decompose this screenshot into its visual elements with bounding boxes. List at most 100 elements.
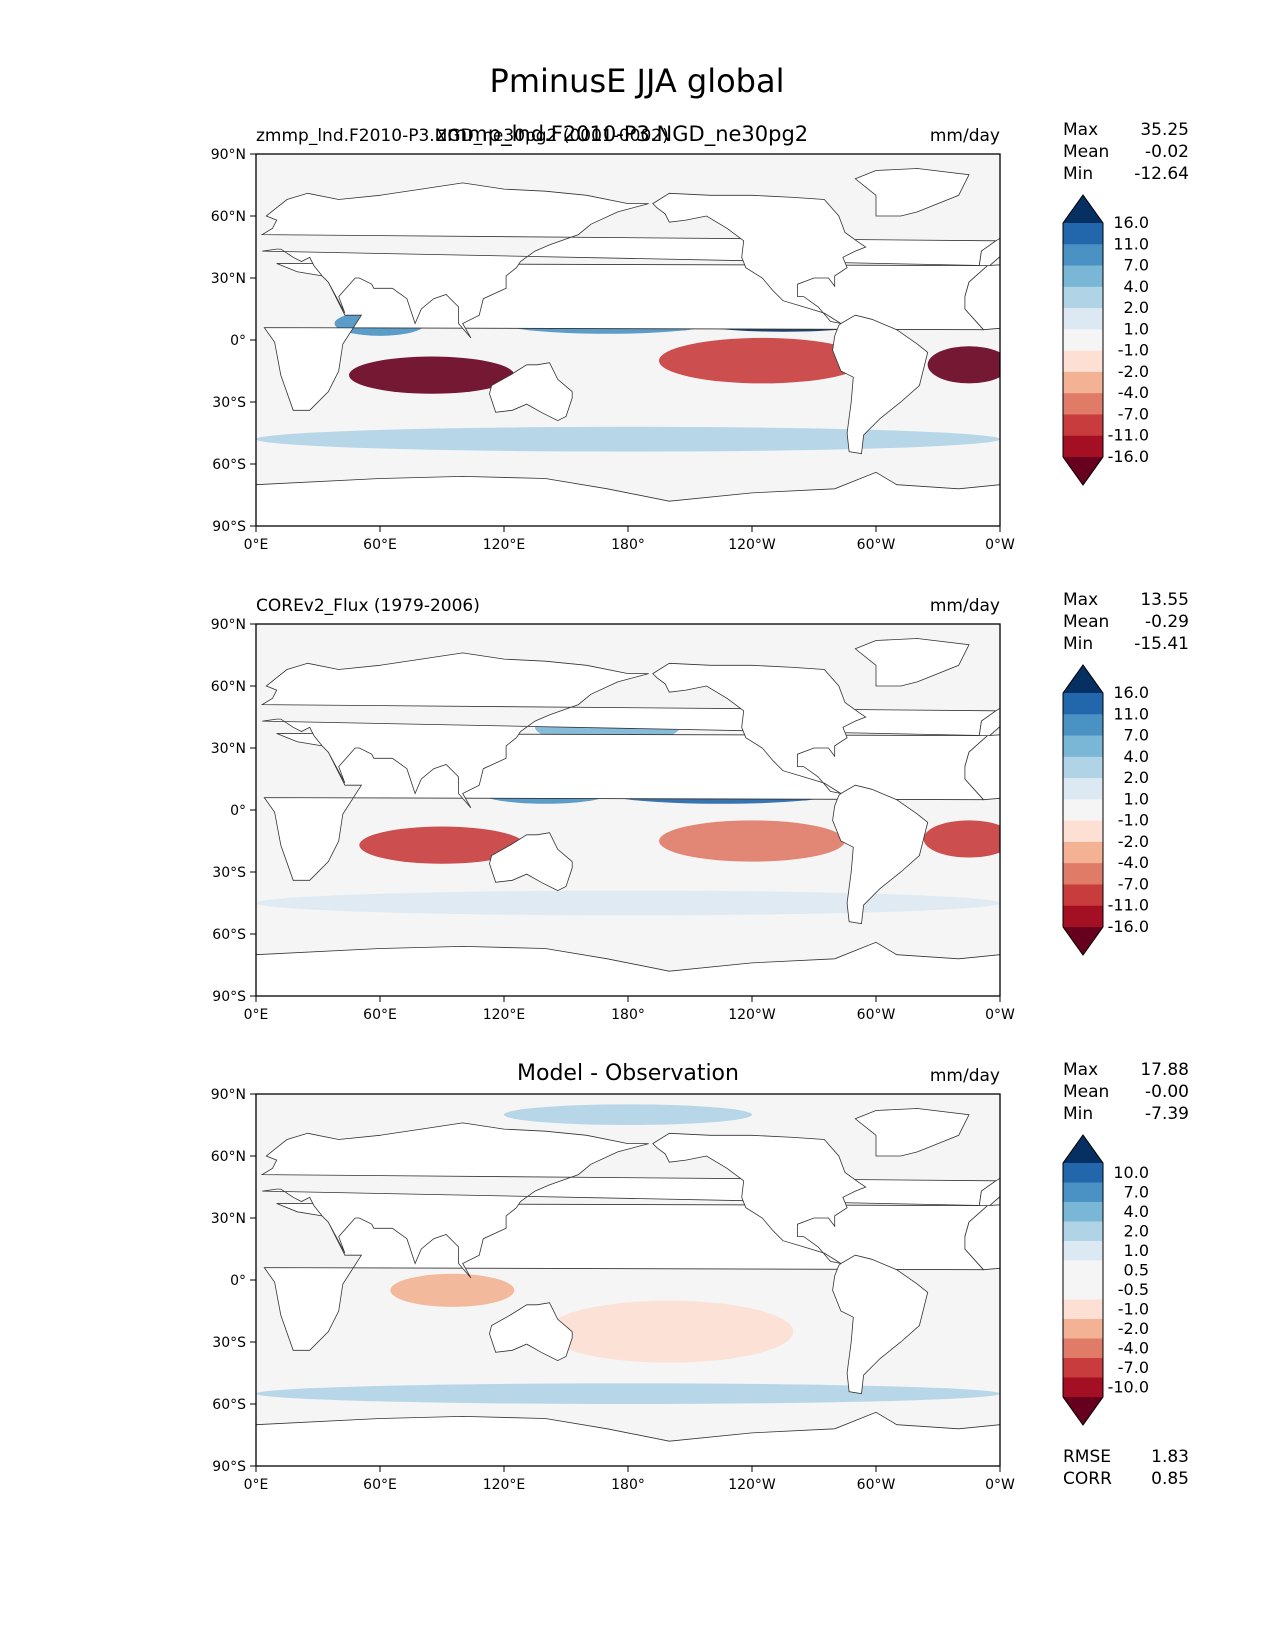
colorbar-tick-label: 16.0 (1113, 213, 1149, 232)
colorbar-tick-label: -1.0 (1118, 1299, 1149, 1318)
ytick-label: 90°N (211, 1087, 246, 1103)
colorbar-tick-label: -4.0 (1118, 1338, 1149, 1357)
xtick-label: 60°E (363, 1477, 397, 1493)
field-anomaly (923, 820, 1000, 858)
rmse-label: RMSE (1063, 1447, 1111, 1467)
colorbar-tick-label: 7.0 (1124, 1182, 1149, 1201)
ytick-label: 90°S (212, 1459, 246, 1475)
map-model (256, 154, 1000, 526)
axis-ticks: 90°N 60°N 30°N 0° 30°S 60°S 90°S 0°E 60°E 120°E 18… (211, 147, 1015, 553)
panel-model: zmmp_lnd.F2010-P3.NGD_ne30pg2 (0001-0002… (211, 120, 1189, 553)
colorbar-segment (1063, 799, 1103, 822)
colorbar-segment (1063, 778, 1103, 800)
land-australia (489, 362, 573, 422)
units-label: mm/day (930, 1066, 1000, 1086)
stat-min-label: Min (1063, 634, 1093, 654)
colorbar-segment (1063, 1221, 1103, 1242)
xtick-label: 0°E (244, 1007, 269, 1023)
corr-label: CORR (1063, 1469, 1112, 1489)
colorbar-segment (1063, 371, 1103, 394)
colorbar-tick-label: -4.0 (1118, 383, 1149, 402)
colorbar-segment (1063, 1338, 1103, 1359)
colorbar-tick-label: 4.0 (1124, 277, 1149, 296)
xtick-label: 0°E (244, 537, 269, 553)
panel-difference: Model - Observation mm/day 90°N 60°N 30°N 0… (211, 1060, 1189, 1493)
colorbar-tick-label: 1.0 (1124, 789, 1149, 808)
stat-min-value: -12.64 (1134, 164, 1189, 184)
colorbar-segment (1063, 435, 1103, 458)
colorbar-segment (1063, 223, 1103, 245)
land-namerica (652, 192, 867, 324)
colorbar-extend-top (1063, 195, 1103, 223)
field-anomaly (349, 356, 515, 394)
ytick-label: 30°S (212, 865, 246, 881)
colorbar-tick-label: -10.0 (1108, 1377, 1149, 1396)
land-greenland (854, 168, 970, 217)
colorbar: 10.07.04.02.01.00.5-0.5-1.0-2.0-4.0-7.0-… (1062, 1134, 1149, 1426)
colorbar-tick-label: 4.0 (1124, 1202, 1149, 1221)
figure-title: PminusE JJA global (490, 62, 785, 100)
land-samerica (832, 784, 929, 925)
colorbar-tick-label: 4.0 (1124, 747, 1149, 766)
colorbar-tick-label: -2.0 (1118, 832, 1149, 851)
ytick-label: 90°N (211, 617, 246, 633)
colorbar-tick-label: 11.0 (1113, 704, 1149, 723)
ytick-label: 90°N (211, 147, 246, 163)
model-overlay-title: zmmp_lnd.F2010-P3.NGD_ne30pg2 (436, 122, 808, 147)
xtick-label: 120°W (728, 537, 776, 553)
colorbar-segment (1063, 265, 1103, 288)
colorbar-segment (1063, 905, 1103, 928)
xtick-label: 0°E (244, 1477, 269, 1493)
colorbar-tick-label: -1.0 (1118, 341, 1149, 360)
colorbar-segment (1063, 329, 1103, 352)
xtick-label: 0°W (985, 1477, 1015, 1493)
land-eurasia-wrap (978, 1177, 1000, 1206)
colorbar: 16.0 11.0 7.0 4.0 2.0 1.0 -1.0 -2.0 -4.0 -7.0 -11.… (1062, 664, 1149, 956)
colorbar-tick-label: 2.0 (1124, 1221, 1149, 1240)
land-eurasia-wrap (978, 707, 1000, 736)
land-greenland (854, 638, 970, 687)
xtick-label: 60°E (363, 537, 397, 553)
colorbar-segment (1063, 244, 1103, 267)
xtick-label: 120°W (728, 1477, 776, 1493)
stat-mean-value: -0.00 (1145, 1082, 1189, 1102)
field-anomaly (659, 820, 845, 862)
colorbar-extend-bottom (1063, 457, 1103, 485)
land-antarctica (256, 471, 1000, 526)
colorbar-segment (1063, 414, 1103, 437)
land-africa-wrap (964, 264, 1000, 331)
stat-min-value: -15.41 (1134, 634, 1189, 654)
colorbar-segment (1063, 693, 1103, 715)
colorbar-tick-label: -11.0 (1108, 426, 1149, 445)
xtick-label: 180° (611, 1007, 645, 1023)
axis-ticks: 90°N 60°N 30°N 0° 30°S 60°S 90°S 0°E 60°E 120°E 18… (211, 1087, 1015, 1493)
colorbar-tick-label: 16.0 (1113, 683, 1149, 702)
stat-max-label: Max (1063, 120, 1098, 140)
ytick-label: 60°S (212, 1397, 246, 1413)
stat-max-label: Max (1063, 1060, 1098, 1080)
land-australia (489, 832, 573, 892)
rmse-value: 1.83 (1151, 1447, 1189, 1467)
colorbar-segment (1063, 1358, 1103, 1378)
colorbar-segment (1063, 350, 1103, 373)
xtick-label: 120°W (728, 1007, 776, 1023)
land-eurasia (260, 182, 998, 339)
colorbar-segment (1063, 393, 1103, 415)
colorbar-segment (1063, 714, 1103, 737)
colorbar-tick-label: -16.0 (1108, 917, 1149, 936)
colorbar: 16.0 11.0 7.0 4.0 2.0 1.0 -1.0 -2.0 -4.0 -7.0 -11.… (1062, 194, 1149, 486)
field-anomaly (659, 337, 866, 384)
corr-value: 0.85 (1151, 1469, 1189, 1489)
xtick-label: 0°W (985, 1007, 1015, 1023)
ytick-label: 60°N (211, 209, 246, 225)
colorbar-segment (1063, 756, 1103, 779)
colorbar-segment (1063, 863, 1103, 885)
colorbar-tick-label: -11.0 (1108, 896, 1149, 915)
land-antarctica (256, 941, 1000, 996)
field-anomaly (359, 826, 525, 864)
colorbar-tick-label: -0.5 (1118, 1280, 1149, 1299)
land-namerica (652, 1132, 867, 1264)
colorbar-tick-label: 1.0 (1124, 1241, 1149, 1260)
xtick-label: 120°E (483, 1007, 526, 1023)
colorbar-tick-label: -1.0 (1118, 811, 1149, 830)
